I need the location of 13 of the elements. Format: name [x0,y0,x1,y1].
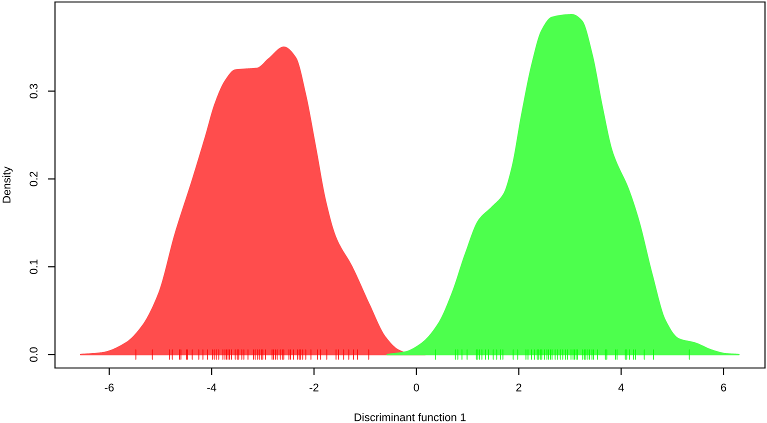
x-tick-label: 2 [516,384,522,392]
x-tick-label: -6 [104,384,114,392]
y-axis-title: Density [2,166,13,203]
x-axis-title: Discriminant function 1 [354,413,466,422]
x-tick-label: 0 [414,384,420,392]
y-tick-label: 0.2 [30,172,38,186]
x-tick-label: -2 [310,384,318,392]
y-tick-label: 0.1 [30,260,38,274]
y-tick-label: 0.3 [30,84,38,98]
x-tick-label: 4 [618,384,624,392]
x-tick-label: -4 [207,384,216,392]
x-tick-label: 6 [721,384,726,392]
y-tick-label: 0.0 [30,347,38,362]
